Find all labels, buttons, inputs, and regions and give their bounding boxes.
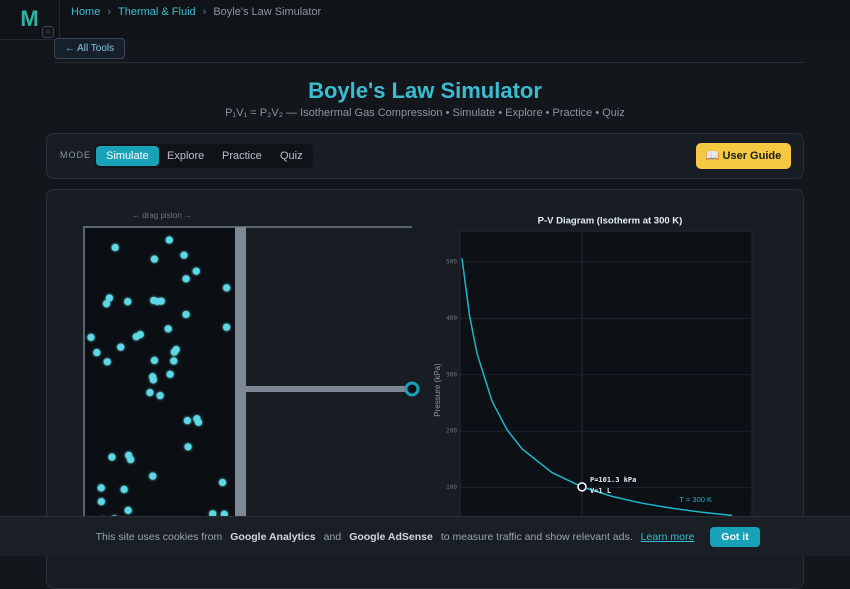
particle [218,478,227,487]
particle [150,356,159,365]
particle [166,370,174,378]
plot-content [460,231,752,516]
particle [97,498,105,506]
particle [103,358,111,366]
piston-handle[interactable] [404,381,420,397]
particle [149,472,157,480]
particle [209,510,217,518]
isotherm-line [461,258,733,516]
breadcrumb[interactable]: Thermal & Fluid [118,6,196,18]
subtitle: P₁V₁ = P₂V₂ — Isothermal Gas Compression… [225,107,625,119]
particle [150,255,159,263]
y-tick-label: 100 [446,484,457,491]
back-button[interactable]: ← All Tools [54,38,125,59]
mode-tab[interactable]: Quiz [280,150,303,162]
plot-area [459,230,753,532]
particle [117,343,125,351]
particle [222,323,231,331]
particle [102,300,111,308]
drag-hint: ← drag piston → [132,211,192,220]
mode-tab[interactable]: Practice [222,150,262,162]
y-tick-label: 500 [446,259,457,266]
mode-tab[interactable]: Explore [167,150,205,162]
breadcrumb: Boyle's Law Simulator [213,6,322,18]
page-title: Boyle's Law Simulator [308,78,542,103]
y-tick-label: 400 [446,315,457,322]
particle [124,298,132,306]
particle [193,415,201,423]
particle [124,506,132,514]
mode-label: MODE [60,150,91,160]
home-icon[interactable]: ⌂ [42,26,54,38]
particle [184,443,192,451]
particle [182,310,190,319]
particle [97,484,105,492]
particle [156,392,164,400]
particle [105,294,114,302]
y-axis-label: Pressure (kPa) [433,363,442,417]
got-it-button[interactable]: Got it [710,527,760,547]
particle [172,345,180,354]
particle [108,453,116,461]
breadcrumbs: Home Thermal & Fluid Boyle's Law Simulator [71,6,321,18]
cookie-strong: Google AdSense [349,531,433,543]
piston[interactable] [235,227,246,527]
particle [146,388,154,397]
particle [153,297,161,306]
breadcrumb[interactable]: Home [71,6,101,18]
marker-label: P=101.3 kPa [590,476,636,484]
particles [87,236,231,524]
particle [120,485,128,493]
particle [132,333,140,341]
particle [192,267,200,275]
user-guide-button[interactable]: 📖 User Guide [696,143,791,169]
particle [223,284,231,292]
particle [111,243,119,252]
divider [54,62,804,63]
particle [180,251,188,259]
y-tick-label: 300 [446,371,457,378]
particle [183,416,191,425]
logo[interactable]: M [0,0,60,40]
cookie-bar: This site uses cookies from Google Analyt… [0,516,850,556]
particle [93,348,101,357]
state-marker [577,482,587,492]
marker-label: V=1 L [590,487,611,495]
mode-tabs: Simulate Explore Practice Quiz [95,144,313,168]
particle [170,357,178,365]
chart-title: P-V Diagram (Isotherm at 300 K) [538,216,683,227]
learn-more-link[interactable]: Learn more [640,531,695,543]
cookie-text: to measure traffic and show relevant ads… [440,531,633,543]
particle [149,373,157,381]
particle [182,275,190,283]
piston-rod [246,386,410,392]
particle [125,451,133,459]
particle [87,333,95,341]
cookie-text: and [323,531,342,543]
cookie-strong: Google Analytics [230,531,316,543]
curve-label: T = 300 K [679,495,712,504]
y-tick-label: 200 [446,428,457,435]
particle [164,325,172,333]
mode-tab[interactable]: Simulate [96,146,159,166]
cookie-text: This site uses cookies from [95,531,223,543]
top-bar [0,0,850,40]
particle [165,236,173,244]
simulator: ← drag piston → P-V Diagram (Isotherm at… [83,211,753,532]
cylinder [84,227,236,527]
